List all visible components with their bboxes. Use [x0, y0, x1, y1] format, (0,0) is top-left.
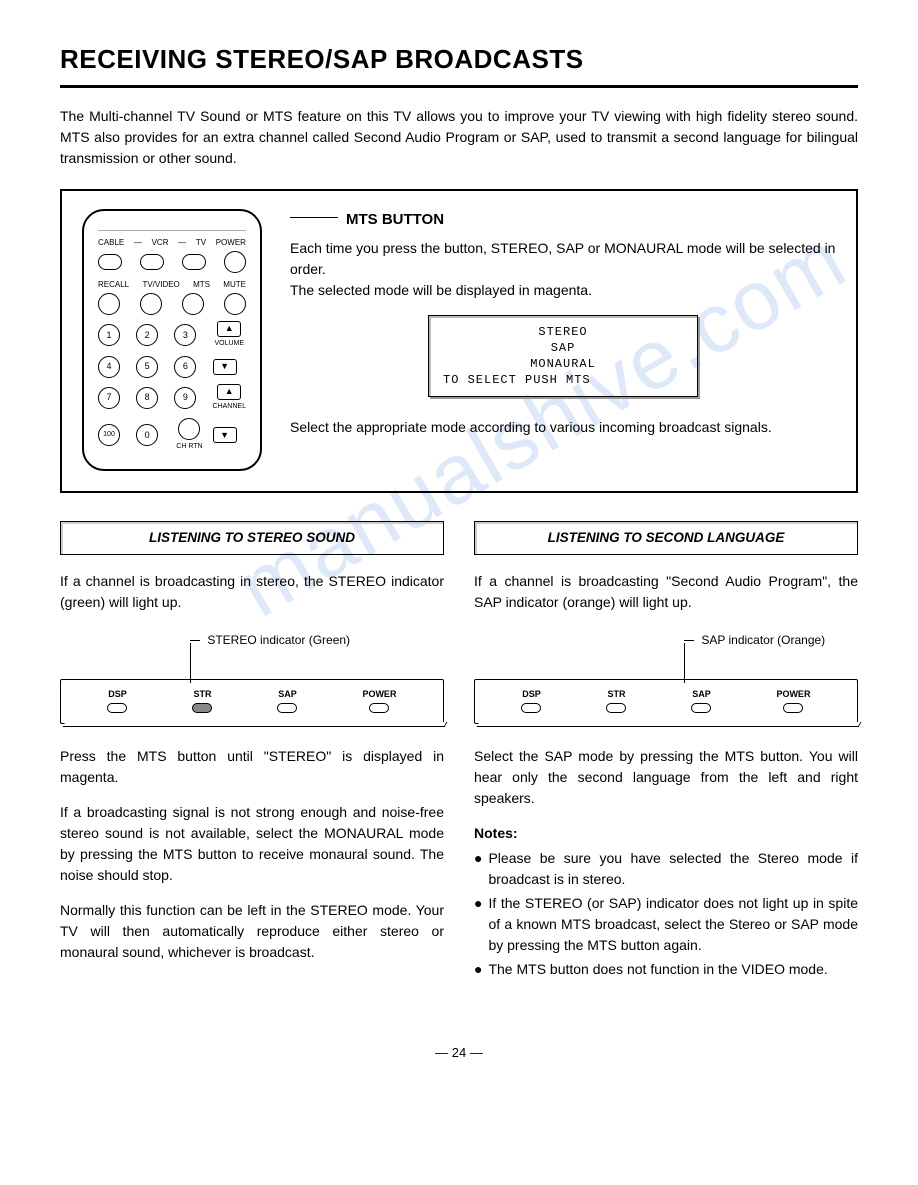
- left-column: LISTENING TO STEREO SOUND If a channel i…: [60, 521, 444, 984]
- chrtn-label: CH RTN: [176, 442, 202, 453]
- right-p2: Select the SAP mode by pressing the MTS …: [474, 746, 858, 809]
- remote-label: TV/VIDEO: [142, 279, 179, 291]
- bullet-icon: ●: [474, 959, 482, 980]
- remote-label: POWER: [216, 237, 246, 249]
- remote-label: TV: [196, 237, 206, 249]
- left-p1: If a channel is broadcasting in stereo, …: [60, 571, 444, 613]
- mts-heading: MTS BUTTON: [346, 209, 444, 232]
- panel-label: STR: [193, 689, 211, 699]
- left-p2: Press the MTS button until "STEREO" is d…: [60, 746, 444, 788]
- osd-line: MONAURAL: [443, 356, 683, 372]
- dsp-led: [521, 703, 541, 713]
- dsp-led: [107, 703, 127, 713]
- num-button: 2: [136, 324, 158, 346]
- note-item: Please be sure you have selected the Ste…: [488, 848, 858, 890]
- mts-p3: Select the appropriate mode according to…: [290, 417, 836, 438]
- num-button: 1: [98, 324, 120, 346]
- cable-button: [98, 254, 122, 270]
- vcr-button: [140, 254, 164, 270]
- str-led: [606, 703, 626, 713]
- ch-rtn-button: [178, 418, 200, 440]
- bullet-icon: ●: [474, 848, 482, 890]
- sap-led: [277, 703, 297, 713]
- mts-framed-box: CABLE — VCR — TV POWER RECALL TV/VIDEO M…: [60, 189, 858, 493]
- sap-indicator-diagram: SAP indicator (Orange) DSP STR SAP POWER: [474, 631, 858, 725]
- ch-up-button: ▲: [217, 384, 241, 400]
- num-button: 3: [174, 324, 196, 346]
- sap-callout: SAP indicator (Orange): [701, 633, 825, 647]
- num-button: 100: [98, 424, 120, 446]
- left-p4: Normally this function can be left in th…: [60, 900, 444, 963]
- note-item: If the STEREO (or SAP) indicator does no…: [488, 893, 858, 956]
- remote-label: VCR: [152, 237, 169, 249]
- mute-button: [224, 293, 246, 315]
- remote-label: RECALL: [98, 279, 129, 291]
- num-button: 9: [174, 387, 196, 409]
- panel-label: SAP: [692, 689, 711, 699]
- mts-p2: The selected mode will be displayed in m…: [290, 280, 836, 301]
- volume-label: VOLUME: [214, 339, 244, 350]
- num-button: 7: [98, 387, 120, 409]
- intro-paragraph: The Multi-channel TV Sound or MTS featur…: [60, 106, 858, 169]
- panel-label: STR: [607, 689, 625, 699]
- str-led: [192, 703, 212, 713]
- tv-button: [182, 254, 206, 270]
- osd-display: STEREO SAP MONAURAL TO SELECT PUSH MTS: [428, 315, 698, 398]
- tv-video-button: [140, 293, 162, 315]
- panel-label: POWER: [362, 689, 396, 699]
- vol-down-button: ▼: [213, 359, 237, 375]
- vol-up-button: ▲: [217, 321, 241, 337]
- remote-label: MTS: [193, 279, 210, 291]
- channel-label: CHANNEL: [213, 402, 246, 413]
- page-title: RECEIVING STEREO/SAP BROADCASTS: [60, 40, 858, 88]
- right-section-header: LISTENING TO SECOND LANGUAGE: [474, 521, 858, 555]
- osd-line: TO SELECT PUSH MTS: [443, 372, 683, 388]
- panel-label: POWER: [776, 689, 810, 699]
- panel-label: DSP: [108, 689, 127, 699]
- power-led: [783, 703, 803, 713]
- recall-button: [98, 293, 120, 315]
- left-p3: If a broadcasting signal is not strong e…: [60, 802, 444, 886]
- num-button: 5: [136, 356, 158, 378]
- page-number: — 24 —: [60, 1043, 858, 1063]
- ch-down-button: ▼: [213, 427, 237, 443]
- callout-leader: [290, 217, 338, 218]
- mts-p1: Each time you press the button, STEREO, …: [290, 238, 836, 280]
- panel-label: SAP: [278, 689, 297, 699]
- osd-line: STEREO: [443, 324, 683, 340]
- stereo-callout: STEREO indicator (Green): [207, 633, 350, 647]
- left-section-header: LISTENING TO STEREO SOUND: [60, 521, 444, 555]
- remote-diagram: CABLE — VCR — TV POWER RECALL TV/VIDEO M…: [82, 209, 262, 471]
- remote-label: CABLE: [98, 237, 124, 249]
- mts-button: [182, 293, 204, 315]
- num-button: 0: [136, 424, 158, 446]
- num-button: 4: [98, 356, 120, 378]
- bullet-icon: ●: [474, 893, 482, 956]
- note-item: The MTS button does not function in the …: [488, 959, 827, 980]
- sap-led: [691, 703, 711, 713]
- remote-label: MUTE: [223, 279, 246, 291]
- num-button: 8: [136, 387, 158, 409]
- panel-label: DSP: [522, 689, 541, 699]
- power-led: [369, 703, 389, 713]
- right-column: LISTENING TO SECOND LANGUAGE If a channe…: [474, 521, 858, 984]
- notes-heading: Notes:: [474, 823, 858, 844]
- stereo-indicator-diagram: STEREO indicator (Green) DSP STR SAP POW…: [60, 631, 444, 725]
- right-p1: If a channel is broadcasting "Second Aud…: [474, 571, 858, 613]
- power-button: [224, 251, 246, 273]
- osd-line: SAP: [443, 340, 683, 356]
- num-button: 6: [174, 356, 196, 378]
